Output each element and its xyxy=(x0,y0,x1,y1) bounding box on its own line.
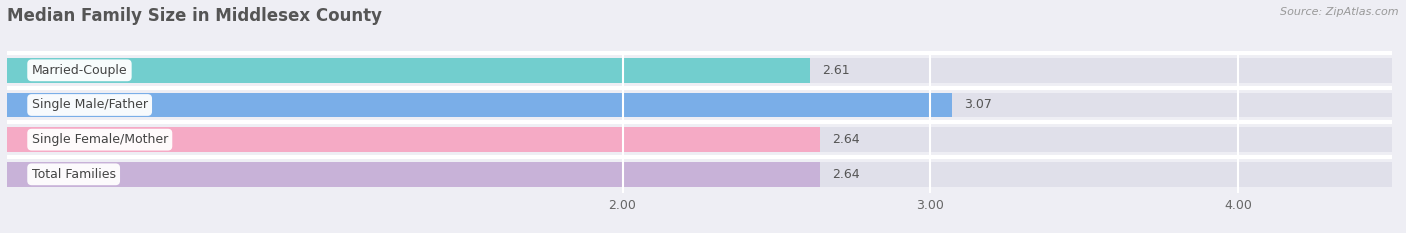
Bar xyxy=(7,127,1392,152)
Text: Married-Couple: Married-Couple xyxy=(32,64,128,77)
Text: 2.61: 2.61 xyxy=(823,64,851,77)
Text: 3.07: 3.07 xyxy=(965,99,993,112)
Bar xyxy=(7,93,952,117)
Text: 2.64: 2.64 xyxy=(832,168,859,181)
Bar xyxy=(7,127,820,152)
Text: Median Family Size in Middlesex County: Median Family Size in Middlesex County xyxy=(7,7,382,25)
Bar xyxy=(7,162,820,187)
Text: Single Male/Father: Single Male/Father xyxy=(32,99,148,112)
Text: Source: ZipAtlas.com: Source: ZipAtlas.com xyxy=(1281,7,1399,17)
Text: Single Female/Mother: Single Female/Mother xyxy=(32,133,167,146)
Text: Total Families: Total Families xyxy=(32,168,115,181)
Text: 2.64: 2.64 xyxy=(832,133,859,146)
Bar xyxy=(7,58,810,83)
Bar xyxy=(7,93,1392,117)
Bar xyxy=(7,162,1392,187)
Bar xyxy=(7,58,1392,83)
